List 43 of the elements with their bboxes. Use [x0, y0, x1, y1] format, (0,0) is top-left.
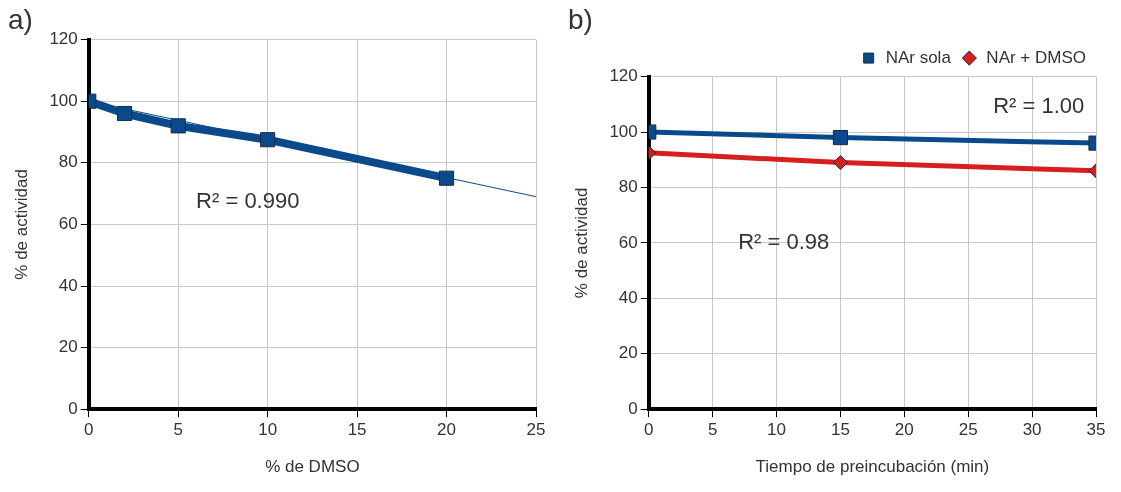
y-tick-label: 100 — [609, 121, 638, 141]
y-tick-label: 120 — [609, 66, 638, 86]
x-tick-label: 20 — [437, 420, 457, 440]
x-tick-label: 0 — [644, 420, 654, 440]
x-tick-label: 5 — [173, 420, 183, 440]
annotation: R² = 0.990 — [196, 188, 300, 214]
y-axis-title: % de actividad — [571, 187, 591, 299]
x-tick-label: 25 — [958, 420, 978, 440]
y-tick-label: 60 — [618, 232, 638, 252]
x-tick-label: 25 — [526, 420, 546, 440]
y-tick-label: 80 — [618, 177, 638, 197]
x-tick-label: 10 — [258, 420, 278, 440]
y-tick-label: 20 — [618, 343, 638, 363]
y-tick-label: 0 — [68, 398, 78, 418]
annotation: R² = 1.00 — [993, 92, 1085, 118]
legend-label: NAr sola — [885, 47, 952, 67]
x-tick-label: 5 — [707, 420, 718, 440]
x-axis-title: % de DMSO — [265, 457, 360, 477]
x-tick-label: 20 — [894, 420, 914, 440]
point — [116, 105, 133, 122]
legend-label: NAr + DMSO — [986, 47, 1087, 67]
point — [438, 170, 455, 186]
annotation: R² = 0.98 — [738, 228, 830, 254]
y-tick-label: 40 — [58, 275, 78, 295]
y-tick-label: 60 — [58, 214, 78, 234]
y-tick-label: 80 — [58, 152, 78, 172]
y-tick-label: 40 — [618, 288, 638, 308]
y-tick-label: 0 — [628, 398, 638, 418]
x-tick-label: 30 — [1022, 420, 1042, 440]
point — [260, 132, 276, 148]
point — [170, 118, 186, 134]
x-tick-label: 15 — [830, 420, 850, 440]
chart-title: b) — [568, 3, 593, 35]
y-axis-title: % de actividad — [11, 169, 31, 280]
x-tick-label: 15 — [347, 420, 367, 440]
y-tick-label: 20 — [58, 337, 78, 357]
x-axis-title: Tiempo de preincubación (min) — [755, 457, 990, 477]
x-tick-label: 0 — [84, 420, 94, 440]
y-tick-label: 120 — [49, 29, 78, 49]
y-tick-label: 100 — [49, 90, 78, 110]
chart-title: a) — [8, 3, 33, 35]
x-tick-label: 10 — [767, 420, 787, 440]
x-tick-label: 35 — [1086, 420, 1106, 440]
